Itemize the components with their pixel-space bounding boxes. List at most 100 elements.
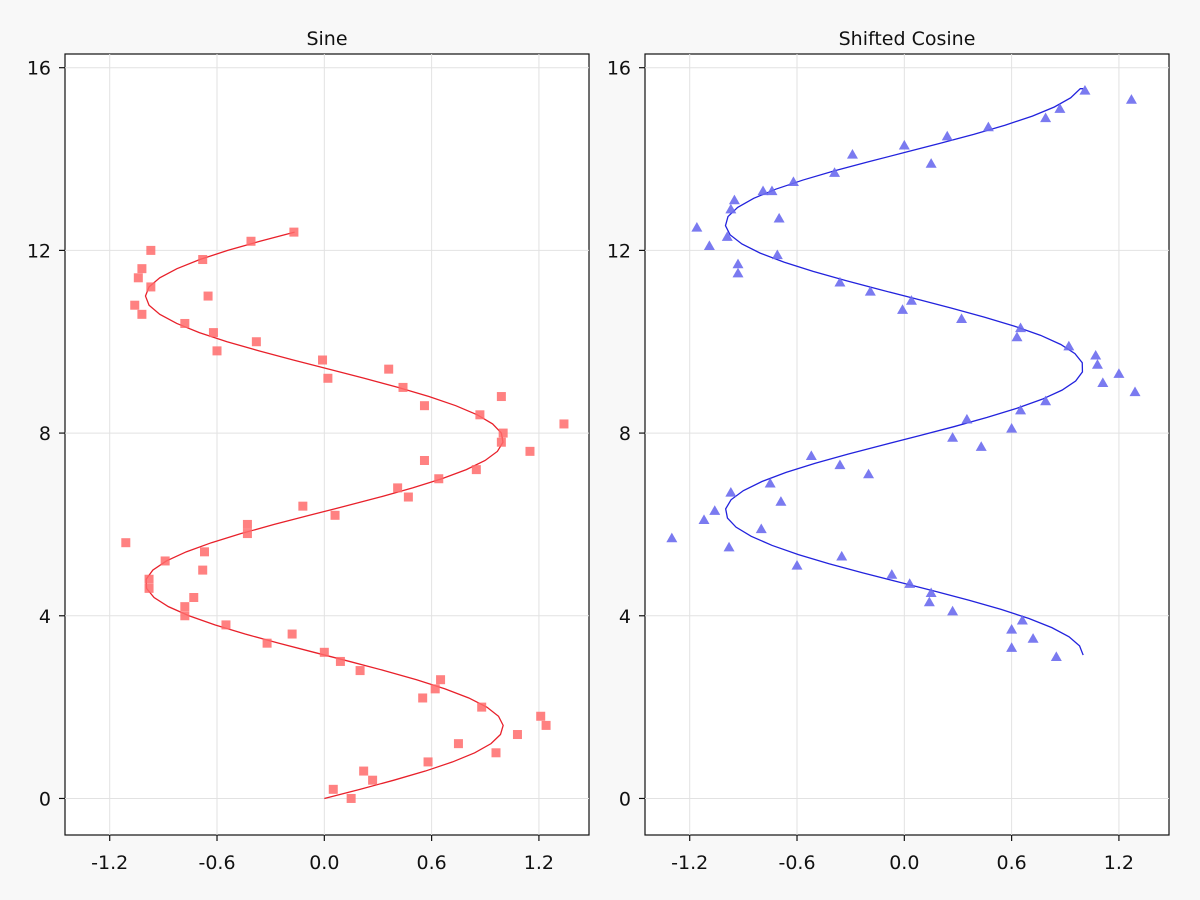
sine-point <box>199 547 209 557</box>
shifted-cosine-xtick-label: 0.0 <box>889 852 919 874</box>
shifted-cosine-point <box>836 550 848 561</box>
shifted-cosine-point <box>941 130 953 141</box>
sine-point <box>319 647 329 657</box>
sine-point <box>525 446 535 456</box>
shifted-cosine-point <box>905 295 917 305</box>
shifted-cosine-point <box>1097 377 1109 387</box>
shifted-cosine-point <box>1090 349 1102 360</box>
sine-point <box>418 693 428 703</box>
sine-point <box>498 428 508 438</box>
sine-point <box>403 492 413 502</box>
shifted-cosine-point <box>1006 623 1018 634</box>
sine-point <box>242 529 252 539</box>
shifted-cosine-point <box>897 304 909 314</box>
shifted-cosine-ytick-label: 0 <box>619 788 631 810</box>
sine-point <box>536 711 546 721</box>
shifted-cosine-point <box>1113 368 1125 378</box>
shifted-cosine-point <box>1079 85 1091 95</box>
shifted-cosine-point <box>709 505 721 515</box>
shifted-cosine-point <box>834 459 846 470</box>
sine-panel-title: Sine <box>306 28 347 50</box>
sine-ytick-label: 16 <box>27 58 51 80</box>
shifted-cosine-point <box>691 222 703 232</box>
sine-point <box>471 465 481 475</box>
sine-point <box>242 519 252 529</box>
shifted-cosine-point <box>1015 404 1027 415</box>
shifted-cosine-point <box>982 121 994 132</box>
shifted-cosine-curve-line <box>724 88 1084 656</box>
shifted-cosine-point <box>846 148 858 159</box>
shifted-cosine-xtick-label: 1.2 <box>1104 852 1134 874</box>
sine-point <box>355 666 365 676</box>
sine-xtick-label: -0.6 <box>198 852 235 874</box>
sine-point <box>419 401 429 411</box>
shifted-cosine-point <box>771 249 783 260</box>
sine-point <box>144 583 154 593</box>
sine-xtick-label: -1.2 <box>91 852 128 874</box>
shifted-cosine-ytick-label: 8 <box>619 423 631 445</box>
shifted-cosine-point <box>787 176 799 187</box>
sine-point <box>298 501 308 511</box>
shifted-cosine-point <box>898 139 910 150</box>
shifted-cosine-point <box>725 203 737 214</box>
sine-axes: -1.2 -0.6 0.0 0.6 1.2 0 4 8 12 16 <box>27 58 554 874</box>
sine-ytick-label: 12 <box>27 240 51 262</box>
shifted-cosine-point <box>775 496 787 506</box>
sine-point <box>477 702 487 712</box>
sine-point <box>144 574 154 584</box>
shifted-cosine-point <box>829 167 841 177</box>
sine-point <box>289 227 299 237</box>
sine-point <box>180 602 190 612</box>
sine-point <box>453 739 463 749</box>
sine-point <box>160 556 170 566</box>
sine-point <box>212 346 222 356</box>
sine-point <box>398 382 408 392</box>
shifted-cosine-xtick-label: -1.2 <box>671 852 708 874</box>
sine-point <box>146 245 156 255</box>
shifted-cosine-point <box>1125 94 1137 104</box>
shifted-cosine-point <box>698 514 710 524</box>
sine-point <box>146 282 156 292</box>
sine-grid <box>65 54 589 835</box>
shifted-cosine-point <box>1006 423 1018 433</box>
sine-point <box>559 419 569 429</box>
shifted-cosine-points-layer <box>666 85 1141 661</box>
shifted-cosine-point <box>1006 642 1018 652</box>
sine-point <box>287 629 297 639</box>
shifted-cosine-point <box>732 267 744 278</box>
shifted-cosine-point <box>961 413 973 424</box>
shifted-cosine-panel-title: Shifted Cosine <box>839 28 976 50</box>
shifted-cosine-point <box>757 185 769 196</box>
shifted-cosine-xtick-label: 0.6 <box>997 852 1027 874</box>
shifted-cosine-ytick-label: 12 <box>607 240 631 262</box>
sine-point <box>137 309 147 319</box>
sine-point <box>496 437 506 447</box>
sine-point <box>208 328 218 338</box>
shifted-cosine-point <box>1129 386 1141 397</box>
shifted-cosine-point <box>1016 614 1028 625</box>
sine-point <box>180 611 190 621</box>
sine-ytick-label: 0 <box>39 788 51 810</box>
shifted-cosine-point <box>725 486 737 497</box>
sine-point <box>496 392 506 402</box>
sine-xtick-label: 0.0 <box>309 852 339 874</box>
shifted-cosine-point <box>925 587 937 598</box>
shifted-cosine-panel: -1.2 -0.6 0.0 0.6 1.2 0 4 8 12 16 Shifted Cosine <box>607 28 1170 874</box>
shifted-cosine-point <box>864 286 876 296</box>
sine-panel: -1.2 -0.6 0.0 0.6 1.2 0 4 8 12 16 Sine <box>27 28 590 874</box>
sine-point <box>323 373 333 383</box>
shifted-cosine-point <box>723 541 735 552</box>
sine-point <box>436 675 446 685</box>
shifted-cosine-point <box>703 240 715 250</box>
sine-point <box>189 593 199 602</box>
shifted-cosine-point <box>1027 633 1039 643</box>
sine-point <box>198 255 208 265</box>
sine-point <box>475 410 485 420</box>
sine-point <box>330 510 340 520</box>
shifted-cosine-point <box>1063 340 1075 351</box>
shifted-cosine-point <box>947 432 959 442</box>
shifted-cosine-point <box>1011 331 1023 342</box>
shifted-cosine-point <box>923 596 935 607</box>
sine-point <box>541 720 551 730</box>
